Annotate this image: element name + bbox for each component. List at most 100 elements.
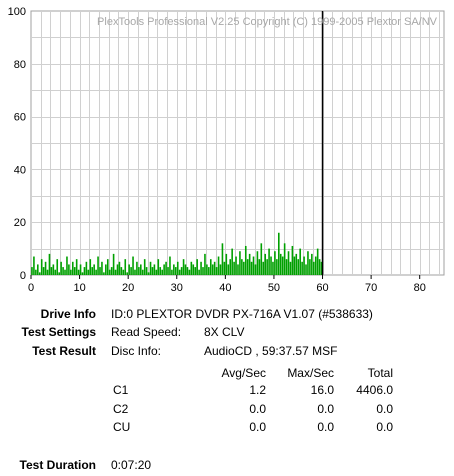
error-bar: [171, 269, 173, 275]
error-bar: [190, 261, 193, 275]
error-bar: [192, 264, 195, 275]
error-bar: [278, 232, 280, 275]
error-bar: [120, 267, 123, 275]
error-bar: [209, 259, 212, 275]
error-bar: [58, 272, 60, 275]
error-bar: [118, 261, 121, 275]
error-bar: [246, 259, 249, 275]
error-bar: [314, 256, 317, 275]
error-bar: [147, 272, 150, 275]
read-speed-value: 8X CLV: [204, 325, 245, 339]
error-bar: [270, 256, 272, 275]
error-bar: [93, 264, 95, 275]
error-bar: [153, 264, 156, 275]
error-bar: [66, 256, 68, 275]
error-bar: [301, 261, 303, 275]
error-bar: [68, 264, 70, 275]
error-bar: [52, 264, 55, 275]
error-bar: [225, 253, 228, 275]
error-bar: [106, 259, 109, 275]
y-tick-label: 60: [14, 112, 26, 124]
test-duration-label: Test Duration: [19, 458, 96, 472]
error-bar: [250, 261, 253, 275]
error-bar: [320, 261, 323, 275]
y-tick-label: 100: [8, 6, 26, 18]
error-bar: [89, 259, 92, 275]
error-bar: [221, 243, 224, 275]
error-bar: [71, 261, 74, 275]
error-bar: [291, 245, 294, 275]
error-bar: [136, 261, 138, 275]
test-result-label: Test Result: [32, 344, 96, 358]
error-bar: [108, 269, 111, 275]
error-bar: [91, 267, 94, 275]
error-bar: [35, 269, 37, 275]
error-bar: [42, 267, 45, 275]
error-bar: [75, 259, 78, 275]
error-bar: [237, 264, 239, 275]
disc-info-label: Disc Info:: [111, 344, 162, 358]
error-bar: [56, 259, 59, 275]
error-bar: [241, 259, 243, 275]
error-bar: [77, 269, 80, 275]
error-bar: [204, 253, 206, 275]
result-row-total: 4406.0: [356, 383, 393, 397]
test-duration-value: 0:07:20: [111, 458, 152, 472]
error-bar: [285, 259, 288, 275]
error-bar: [103, 272, 105, 275]
error-bar: [305, 264, 307, 275]
error-bar: [141, 269, 144, 275]
error-bar: [254, 264, 257, 275]
grid-lines: [31, 11, 444, 275]
error-bar: [114, 269, 117, 275]
error-bar: [266, 259, 268, 275]
error-bar: [272, 261, 274, 275]
error-bar: [223, 261, 226, 275]
read-speed-label: Read Speed:: [111, 325, 182, 339]
error-bar: [311, 253, 313, 275]
error-bar: [276, 259, 278, 275]
error-bar: [186, 267, 189, 275]
error-bar: [87, 269, 90, 275]
error-bar: [244, 245, 247, 275]
error-bar: [44, 261, 47, 275]
error-bar: [233, 261, 235, 275]
error-bar: [211, 264, 214, 275]
column-header-total: Total: [367, 366, 393, 380]
disc-info-value: AudioCD , 59:37.57 MSF: [204, 344, 338, 358]
error-bar: [268, 248, 270, 275]
error-bar: [126, 272, 128, 275]
error-bar: [79, 264, 82, 275]
error-bar: [138, 267, 140, 275]
error-bar: [48, 253, 51, 275]
error-bar: [70, 269, 72, 275]
result-row-name: C1: [113, 383, 129, 397]
error-bar: [279, 253, 282, 275]
error-bar: [316, 248, 319, 275]
error-bar: [149, 261, 152, 275]
error-bar: [287, 251, 290, 275]
result-row-max: 0.0: [317, 420, 334, 434]
error-bar: [231, 248, 233, 275]
error-bar: [163, 264, 165, 275]
x-tick-label: 70: [365, 282, 377, 294]
error-bar: [143, 259, 146, 275]
error-bar: [85, 261, 88, 275]
error-bar: [217, 256, 220, 275]
error-bar: [198, 269, 200, 275]
result-row-max: 16.0: [310, 383, 334, 397]
error-bar: [307, 251, 309, 275]
error-bar: [312, 261, 315, 275]
error-bar: [196, 259, 198, 275]
drive-info-label: Drive Info: [40, 307, 96, 321]
error-bar: [180, 267, 183, 275]
x-tick-label: 80: [414, 282, 426, 294]
result-row-total: 0.0: [376, 402, 393, 416]
error-bar: [182, 259, 185, 275]
error-bar: [188, 269, 191, 275]
error-bar: [219, 264, 222, 275]
error-bar: [40, 259, 43, 275]
error-bar: [54, 269, 57, 275]
error-bar: [81, 272, 84, 275]
error-bar: [289, 261, 292, 275]
